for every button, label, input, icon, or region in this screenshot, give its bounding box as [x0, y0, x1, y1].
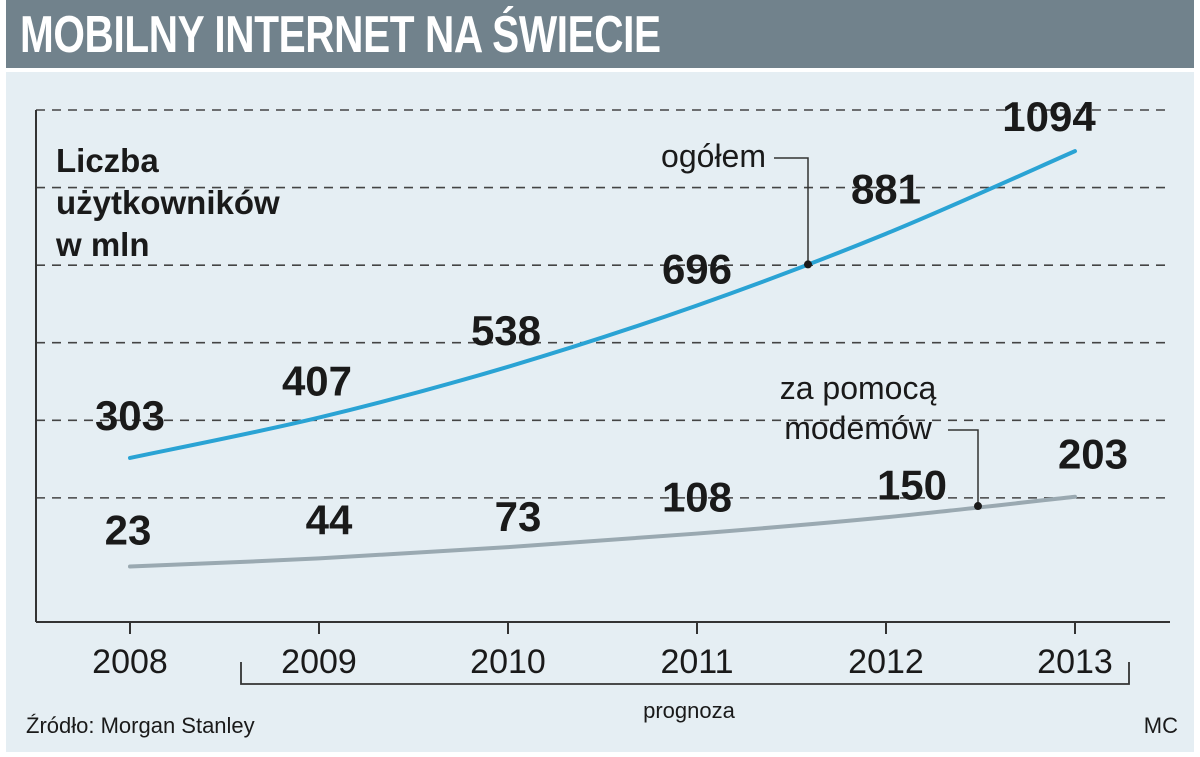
data-label: 108: [662, 474, 732, 521]
series-line-modemy: [128, 494, 1077, 569]
callout-leader-modemy: [948, 429, 979, 507]
data-label: 303: [95, 392, 165, 439]
title-bar: MOBILNY INTERNET NA ŚWIECIE: [6, 0, 1194, 68]
series-callouts: ogółem za pomocą modemów: [661, 138, 982, 511]
series-line-ogolem: [128, 149, 1077, 460]
x-tick-label: 2009: [281, 643, 357, 681]
unit-label-line: Liczba: [56, 142, 159, 179]
data-label: 203: [1058, 431, 1128, 478]
unit-label-line: w mln: [56, 226, 150, 263]
data-label: 407: [282, 358, 352, 405]
unit-label-line: użytkowników: [56, 184, 280, 221]
y-axis-unit-label: Liczba użytkowników w mln: [56, 140, 280, 266]
series-name-ogolem: ogółem: [661, 138, 766, 174]
x-tick-labels: 2008 2009 2010 2011 2012 2013: [92, 643, 1113, 681]
callout-dot-ogolem: [804, 260, 812, 269]
chart-title: MOBILNY INTERNET NA ŚWIECIE: [20, 6, 661, 64]
data-label: 881: [851, 166, 921, 213]
forecast-label: prognoza: [643, 698, 736, 723]
data-label: 150: [877, 461, 947, 508]
gridlines: [36, 109, 1170, 499]
axes: [35, 110, 1170, 634]
series-name-modemy-line2: modemów: [784, 410, 933, 446]
data-labels: 303 407 538 696 881 1094 23 44 73 108 150 203: [95, 93, 1128, 553]
series-lines: [128, 149, 1077, 569]
x-tick-label: 2008: [92, 643, 168, 681]
x-tick-label: 2012: [848, 643, 924, 681]
data-label: 1094: [1002, 93, 1096, 140]
forecast-bracket: prognoza: [240, 662, 1130, 723]
author-initials: MC: [1143, 713, 1178, 738]
data-label: 538: [471, 307, 541, 354]
x-tick-label: 2011: [660, 643, 733, 681]
callout-dot-modemy: [974, 502, 982, 511]
forecast-bracket-line: [240, 662, 1130, 685]
x-tick-label: 2013: [1037, 643, 1113, 681]
source-note: Źródło: Morgan Stanley: [26, 713, 255, 738]
x-tick-label: 2010: [470, 643, 546, 681]
data-label: 73: [495, 493, 542, 540]
callout-leader-ogolem: [774, 157, 809, 265]
data-label: 44: [306, 496, 353, 543]
data-label: 696: [662, 245, 732, 292]
series-name-modemy-line1: za pomocą: [780, 370, 937, 406]
data-label: 23: [105, 507, 152, 554]
